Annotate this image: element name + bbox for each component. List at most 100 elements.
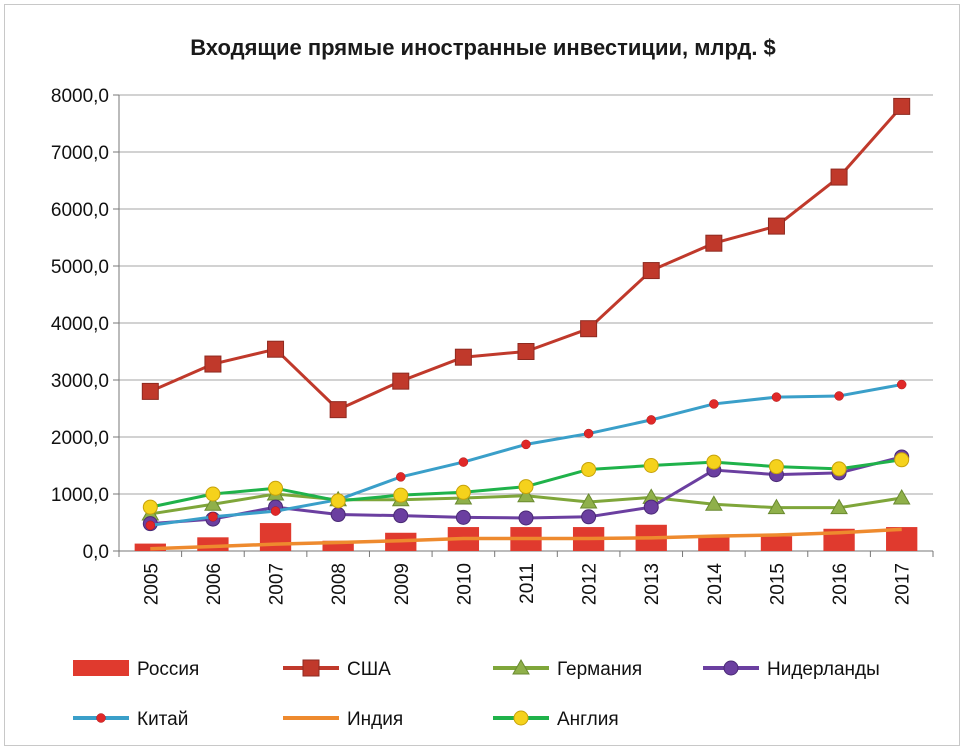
data-point [709,399,719,409]
line-layer [141,97,911,551]
data-point [768,459,784,475]
legend-item: Нидерланды [703,659,880,680]
legend-label: Индия [347,709,403,730]
data-point [767,498,786,515]
data-point [830,498,848,515]
data-point [581,509,597,525]
data-point [513,710,529,726]
data-point [706,454,722,470]
data-point [141,382,159,400]
data-point [583,428,594,439]
data-point [767,217,785,235]
data-point [642,262,660,280]
chart-title: Входящие прямые иностранные инвестиции, … [190,35,776,60]
data-point [512,658,530,675]
chart: Входящие прямые иностранные инвестиции, … [51,35,934,730]
data-point [643,499,659,515]
x-tick-label: 2016 [830,563,851,605]
data-point [771,392,782,402]
data-point [330,507,346,523]
data-point [454,348,472,366]
bar-Россия [322,540,354,551]
series-line-Китай [150,383,902,527]
data-point [834,391,844,401]
data-point [270,506,281,516]
legend-label: Россия [137,659,199,680]
data-point [723,660,739,676]
y-tick-label: 3000,0 [51,371,109,392]
legend-label: Германия [557,659,642,680]
bar-Россия [197,537,229,551]
x-tick-label: 2006 [204,563,225,605]
data-point [329,401,347,419]
data-point [831,461,847,477]
data-point [142,499,158,515]
chart-frame: Входящие прямые иностранные инвестиции, … [4,4,960,746]
data-point [393,487,409,503]
legend-label: Англия [557,709,619,730]
y-axis: 0,0 1000,0 2000,0 3000,0 4000,0 5000,0 6000,0 7… [51,86,120,563]
data-point [145,520,156,531]
data-point [455,509,471,525]
data-point [643,458,659,473]
bar-Россия [698,536,730,551]
x-axis: 2005 2006 2007 2008 2009 2010 2011 2012 2013 2014… [118,550,934,606]
x-tick-label: 2017 [893,563,914,605]
x-tick-label: 2009 [392,563,413,605]
data-point [892,488,911,505]
x-tick-label: 2007 [267,563,288,605]
data-point [393,508,409,524]
data-point [396,472,406,482]
data-point [518,479,534,495]
y-tick-label: 6000,0 [51,200,109,221]
data-point [704,495,723,511]
data-point [896,379,907,390]
legend-item: Китай [73,709,188,730]
data-point [579,492,598,509]
x-tick-label: 2014 [705,563,726,606]
data-point [204,495,222,511]
data-point [517,486,535,503]
legend-swatch [73,660,129,676]
legend-label: Нидерланды [767,659,880,680]
data-point [894,452,910,468]
y-tick-label: 5000,0 [51,257,109,278]
y-tick-label: 4000,0 [51,314,109,335]
legend: Россия США Германия Нидерланды Китай Индия Анг… [73,658,880,730]
data-point [517,343,535,360]
data-point [518,510,534,526]
x-tick-label: 2010 [454,563,475,605]
data-point [581,461,597,477]
legend-item: США [283,659,391,680]
y-tick-label: 2000,0 [51,428,109,449]
data-point [893,97,911,115]
x-tick-label: 2013 [642,563,663,605]
data-point [302,659,320,677]
data-point [330,493,346,509]
legend-label: США [347,659,391,680]
y-tick-label: 1000,0 [51,485,109,506]
x-tick-label: 2005 [141,563,162,605]
legend-item: Россия [73,659,199,680]
data-point [205,486,221,502]
legend-item: Германия [493,658,642,680]
data-point [521,439,531,450]
y-tick-label: 7000,0 [51,143,109,164]
y-tick-label: 0,0 [83,542,109,563]
data-point [830,168,848,186]
data-point [208,512,218,522]
data-point [705,234,723,252]
bar-Россия [259,523,292,551]
legend-item: Англия [493,709,619,730]
legend-item: Индия [283,709,403,730]
y-tick-label: 8000,0 [51,86,109,107]
x-tick-label: 2008 [329,563,350,605]
data-point [268,480,284,496]
data-point [267,340,285,358]
data-point [96,713,106,723]
data-point [204,355,222,373]
data-point [580,320,598,338]
legend-label: Китай [137,709,188,730]
x-tick-label: 2011 [517,563,538,604]
data-point [455,484,471,500]
